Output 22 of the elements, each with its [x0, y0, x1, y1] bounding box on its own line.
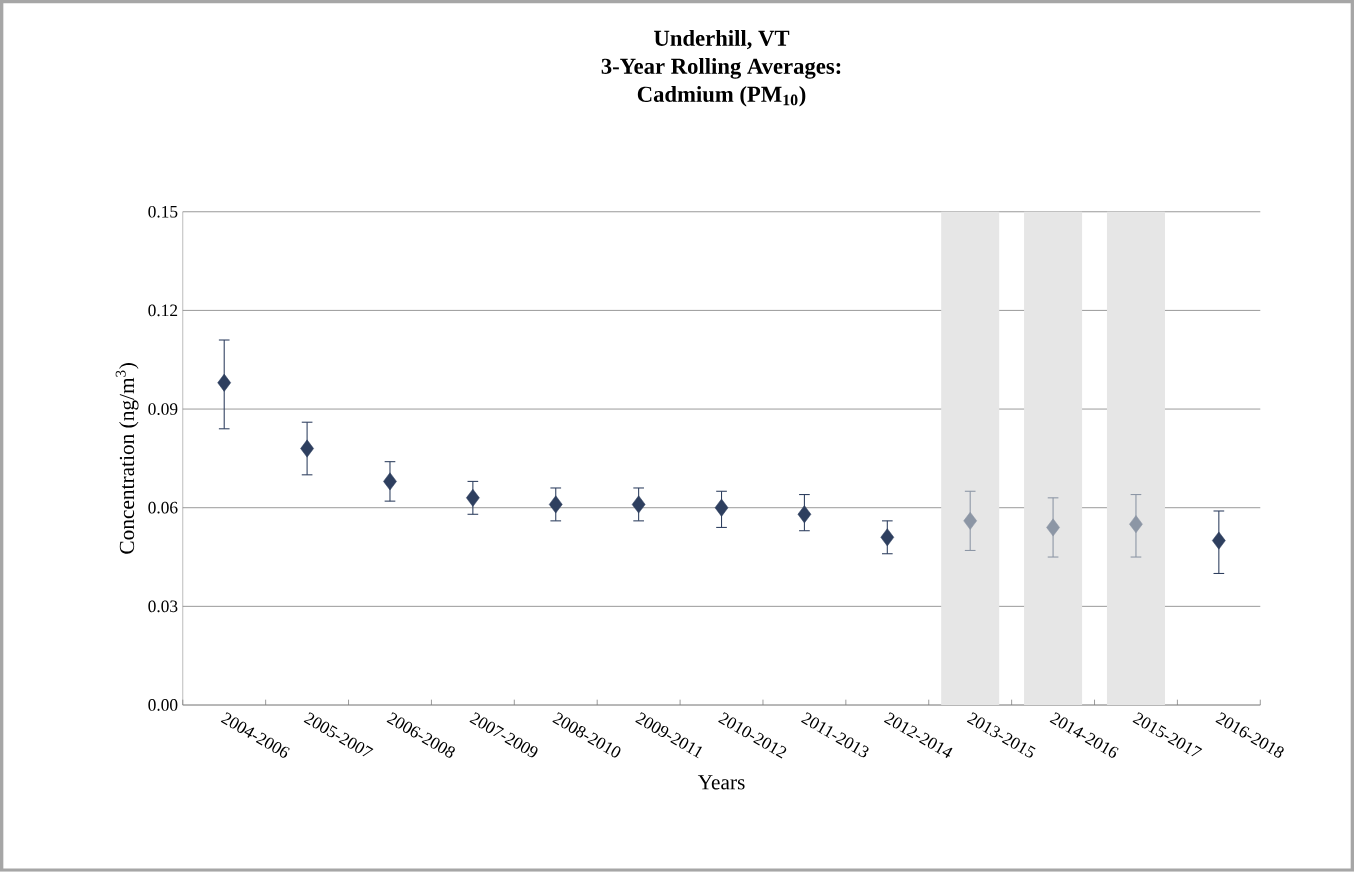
x-axis-title: Years — [697, 775, 745, 790]
point — [217, 373, 231, 392]
point — [797, 505, 812, 524]
y-tick-label: 0.15 — [148, 206, 178, 218]
point — [1212, 531, 1226, 550]
point — [714, 498, 729, 517]
point — [1129, 515, 1143, 534]
point — [880, 528, 895, 547]
chart-title: Underhill, VT 3-Year Rolling Averages: Cadmium (PM$_{10}$) — [601, 30, 841, 107]
point — [631, 495, 646, 514]
point — [1046, 518, 1060, 537]
y-tick-label: 0.09 — [148, 403, 178, 416]
y-axis-title: Concentration (ng/m$^{3}$) — [115, 363, 139, 554]
point — [466, 489, 480, 507]
y-tick-label: 0.03 — [148, 600, 178, 613]
y-tick-label: 0.06 — [148, 501, 178, 514]
point — [548, 495, 563, 514]
y-tick-label: 0.12 — [148, 304, 178, 317]
point — [383, 472, 397, 491]
point — [963, 512, 977, 530]
y-tick-label: 0.00 — [148, 699, 178, 712]
point — [300, 439, 314, 458]
